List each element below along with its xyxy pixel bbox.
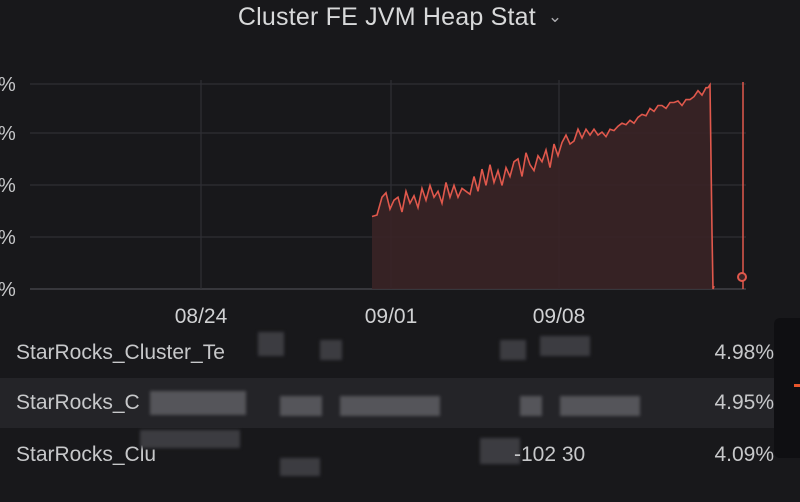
panel-title[interactable]: Cluster FE JVM Heap Stat (237, 2, 536, 31)
legend-series-value: 4.09% (714, 443, 774, 466)
panel-header[interactable]: Cluster FE JVM Heap Stat ⌄ (0, 0, 800, 34)
legend-series-value: 4.98% (714, 341, 774, 364)
scroll-indicator (794, 384, 800, 387)
heap-series-line[interactable] (371, 82, 715, 290)
y-tick-label: % (0, 279, 16, 301)
y-tick-label: % (0, 74, 16, 96)
redaction (520, 396, 542, 416)
hover-point[interactable] (737, 272, 747, 282)
redaction (280, 396, 322, 416)
legend-row[interactable]: StarRocks_Clu -102 30 4.09% (0, 430, 800, 480)
redaction (320, 340, 342, 360)
legend-series-name: StarRocks_Clu (16, 443, 157, 466)
redaction (140, 430, 240, 448)
legend-scrollbar[interactable] (774, 318, 800, 458)
redaction (560, 396, 640, 416)
y-axis-ticks: %%%%% (0, 74, 16, 301)
redaction (258, 332, 284, 356)
x-tick-label: 09/01 (365, 305, 418, 328)
redaction (480, 438, 520, 464)
y-tick-label: % (0, 227, 16, 249)
legend-row[interactable]: StarRocks_C 4.95% (0, 378, 800, 428)
chevron-down-icon[interactable]: ⌄ (547, 7, 563, 26)
redaction (150, 391, 246, 415)
redaction (340, 396, 440, 416)
redaction (540, 336, 590, 356)
redaction (280, 458, 320, 476)
legend-row[interactable]: StarRocks_Cluster_Te 4.98% (0, 328, 800, 378)
legend-series-name: StarRocks_Cluster_Te (16, 341, 225, 364)
x-tick-label: 08/24 (175, 305, 228, 328)
heap-chart: %%%%% 08/24 09/01 09/08 (0, 74, 747, 328)
legend-series-suffix: -102 30 (514, 443, 586, 466)
legend-series-value: 4.95% (714, 391, 774, 414)
y-tick-label: % (0, 175, 16, 197)
heap-series-area (372, 84, 714, 289)
y-tick-label: % (0, 123, 16, 145)
legend-series-name: StarRocks_C (16, 391, 140, 414)
x-tick-label: 09/08 (533, 305, 586, 328)
redaction (500, 340, 526, 360)
x-axis-ticks: 08/24 09/01 09/08 (175, 305, 586, 328)
